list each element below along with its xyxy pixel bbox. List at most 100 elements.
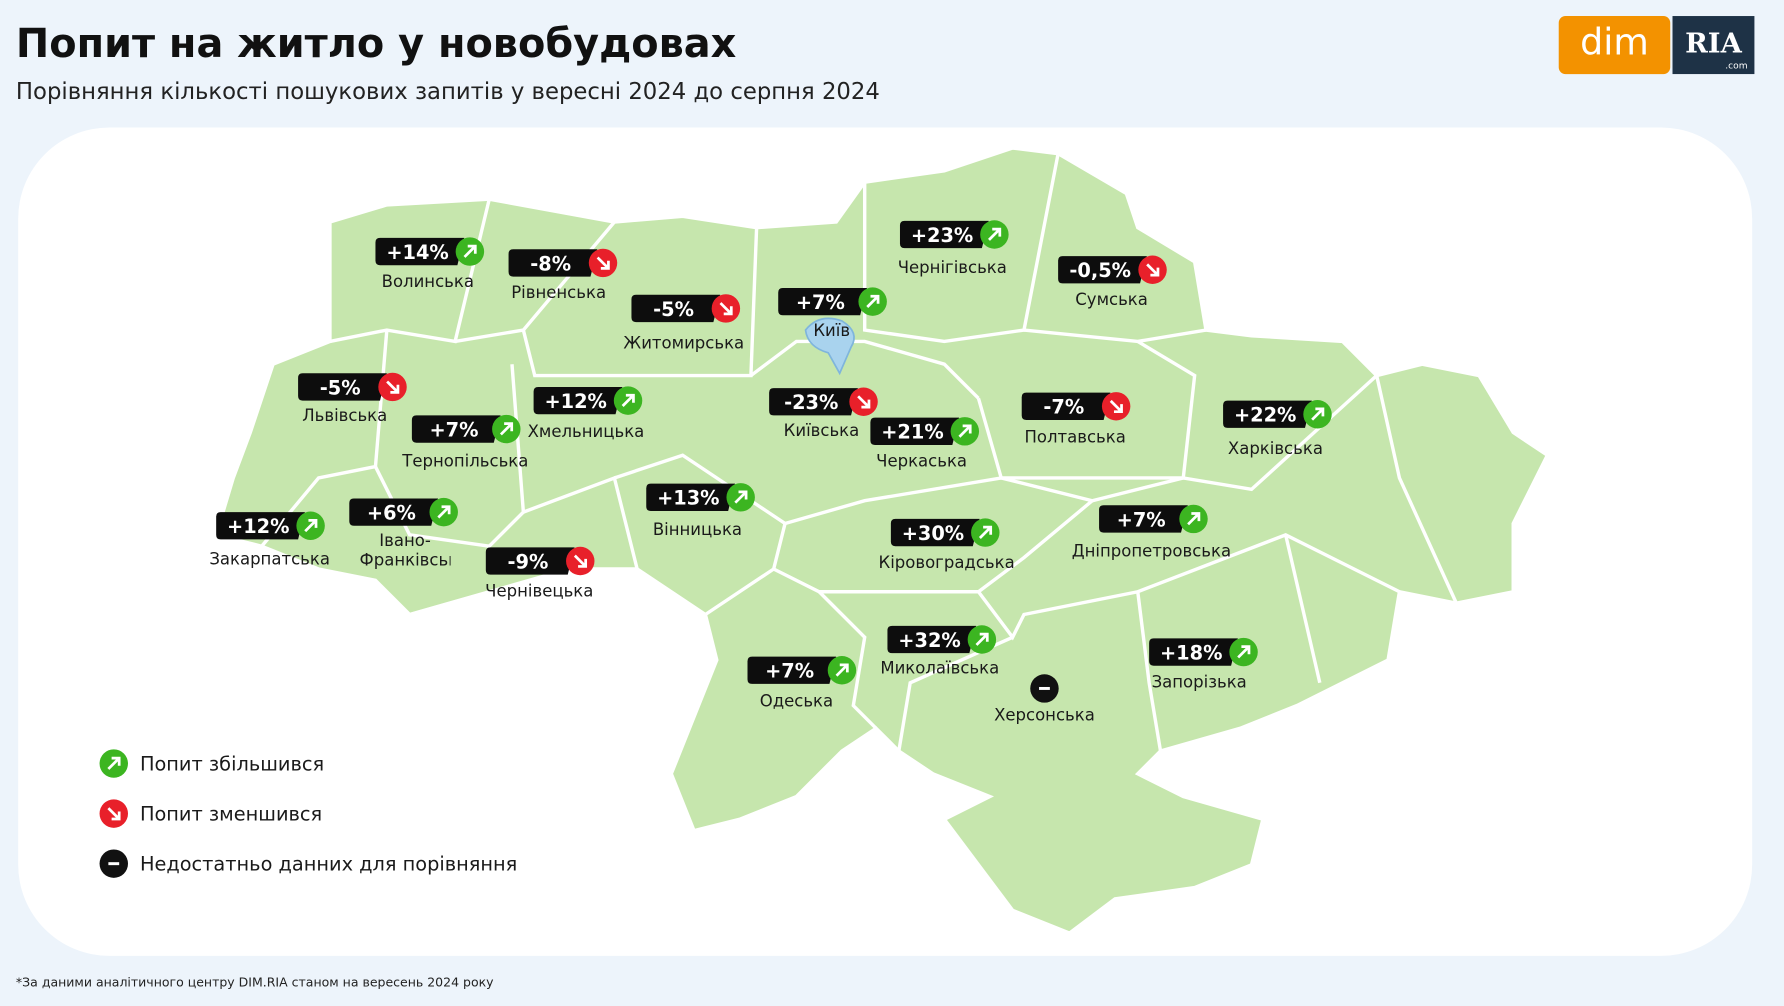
region-name: Сумська	[1075, 291, 1148, 310]
arrow-up	[988, 227, 1002, 241]
region-name: Дніпропетровська	[1071, 542, 1232, 562]
value-label: +7%	[796, 291, 845, 314]
region-name-box: Рівненська	[511, 284, 607, 303]
value-label: +7%	[429, 418, 478, 441]
value-pill	[533, 386, 623, 415]
value-pill	[1223, 400, 1312, 428]
value-pill	[1149, 638, 1238, 666]
region-name-box: Тернопільська	[402, 452, 529, 472]
region-name-box: Полтавська	[1024, 429, 1125, 447]
region-name: Чернігівська	[897, 259, 1007, 278]
value-label: +21%	[881, 421, 943, 444]
logo-left: dim	[1580, 21, 1649, 64]
country-shape	[214, 146, 1550, 936]
region-name-box: Кіровоградська	[879, 554, 1015, 572]
subtitle: Порівняння кількості пошукових запитів у…	[16, 79, 880, 105]
region-name: Житомирська	[623, 334, 745, 353]
border	[862, 153, 1060, 344]
region-name-box: Херсонська	[994, 707, 1095, 725]
border	[749, 339, 980, 400]
region-name: Івано-Франківська	[359, 532, 451, 571]
value-label: +7%	[1117, 508, 1166, 531]
region-name: Тернопільська	[402, 452, 529, 472]
region-name-box: Одеська	[759, 693, 834, 712]
region-name-box: Львівська	[302, 407, 388, 426]
border	[817, 590, 878, 730]
arrow-down	[857, 395, 871, 409]
arrow-up	[107, 756, 121, 770]
region-name: Рівненська	[511, 284, 607, 303]
region-name-box: Запорізька	[1151, 673, 1247, 692]
region-name: Львівська	[302, 407, 388, 426]
arrow-up	[1237, 645, 1251, 659]
value-pill	[1099, 505, 1188, 533]
value-pill	[899, 220, 989, 249]
arrow-up	[975, 632, 989, 646]
arrow-up	[621, 393, 635, 407]
region-name-box: Вінницька	[653, 521, 742, 539]
value-pill	[216, 512, 305, 540]
value-label: +22%	[1234, 404, 1296, 427]
arrow-up	[835, 663, 849, 677]
border	[977, 532, 1401, 641]
border	[613, 453, 787, 616]
value-label: +6%	[367, 501, 416, 524]
arrow-down	[386, 380, 400, 394]
value-pill	[485, 547, 575, 575]
region-name-box: Чернігівська	[897, 259, 1007, 278]
region-name: Київ	[813, 322, 851, 341]
value-label: +14%	[386, 241, 448, 264]
arrow-down	[107, 807, 121, 821]
arrow-down	[719, 302, 733, 316]
region-name: Хмельницька	[527, 423, 645, 442]
value-label: +13%	[657, 487, 719, 510]
value-pill	[890, 518, 980, 547]
arrow-up	[499, 422, 514, 436]
arrow-up	[463, 244, 477, 258]
value-pill	[298, 373, 387, 401]
border	[1375, 375, 1458, 604]
logo-right: RIA	[1685, 27, 1742, 59]
logo: dim RIA .com	[1558, 16, 1755, 75]
region-name: Черкаська	[876, 452, 968, 472]
value-label: -23%	[784, 391, 838, 414]
value-pill	[1058, 256, 1147, 284]
value-pill	[1021, 392, 1111, 420]
region-name: Київська	[783, 422, 860, 441]
border	[329, 198, 491, 344]
arrow-up	[866, 294, 880, 308]
legend-label: Попит зменшився	[140, 802, 322, 825]
arrow-down	[1109, 399, 1123, 414]
region-name: Запорізька	[1151, 673, 1247, 692]
value-pill	[375, 237, 465, 266]
region-name-box: Закарпатська	[209, 550, 330, 569]
value-pill	[778, 287, 867, 316]
arrow-up	[1187, 512, 1201, 526]
arrow-up	[437, 505, 451, 519]
region-name-box: Київ	[813, 322, 851, 341]
logo-domain: .com	[1725, 61, 1747, 71]
region-name: Одеська	[759, 693, 834, 712]
region-name-box: Чернівецька	[485, 583, 593, 601]
region-name-box: Харківська	[1228, 440, 1323, 458]
value-label: -8%	[530, 252, 571, 275]
arrow-up	[978, 525, 993, 539]
arrow-down	[596, 256, 610, 270]
region-name: Волинська	[381, 273, 474, 292]
region-name-box: Волинська	[381, 273, 474, 292]
region-name-box: Миколаївська	[880, 660, 999, 678]
legend-label: Недостатньо данних для порівняння	[140, 852, 517, 875]
value-label: -0,5%	[1069, 259, 1131, 282]
border	[976, 339, 1197, 480]
arrow-up	[1311, 407, 1325, 421]
title: Попит на житло у новобудовах	[16, 21, 737, 67]
region-name-box: Хмельницька	[527, 423, 645, 442]
value-label: -7%	[1043, 396, 1084, 419]
value-label: +12%	[227, 515, 289, 538]
legend-label: Попит збільшився	[140, 752, 324, 775]
region-name-box: Черкаська	[876, 452, 968, 472]
value-pill	[349, 498, 439, 526]
region-name: Закарпатська	[209, 550, 330, 569]
region-name-box: Київська	[783, 422, 860, 441]
kyiv-city	[804, 317, 855, 376]
